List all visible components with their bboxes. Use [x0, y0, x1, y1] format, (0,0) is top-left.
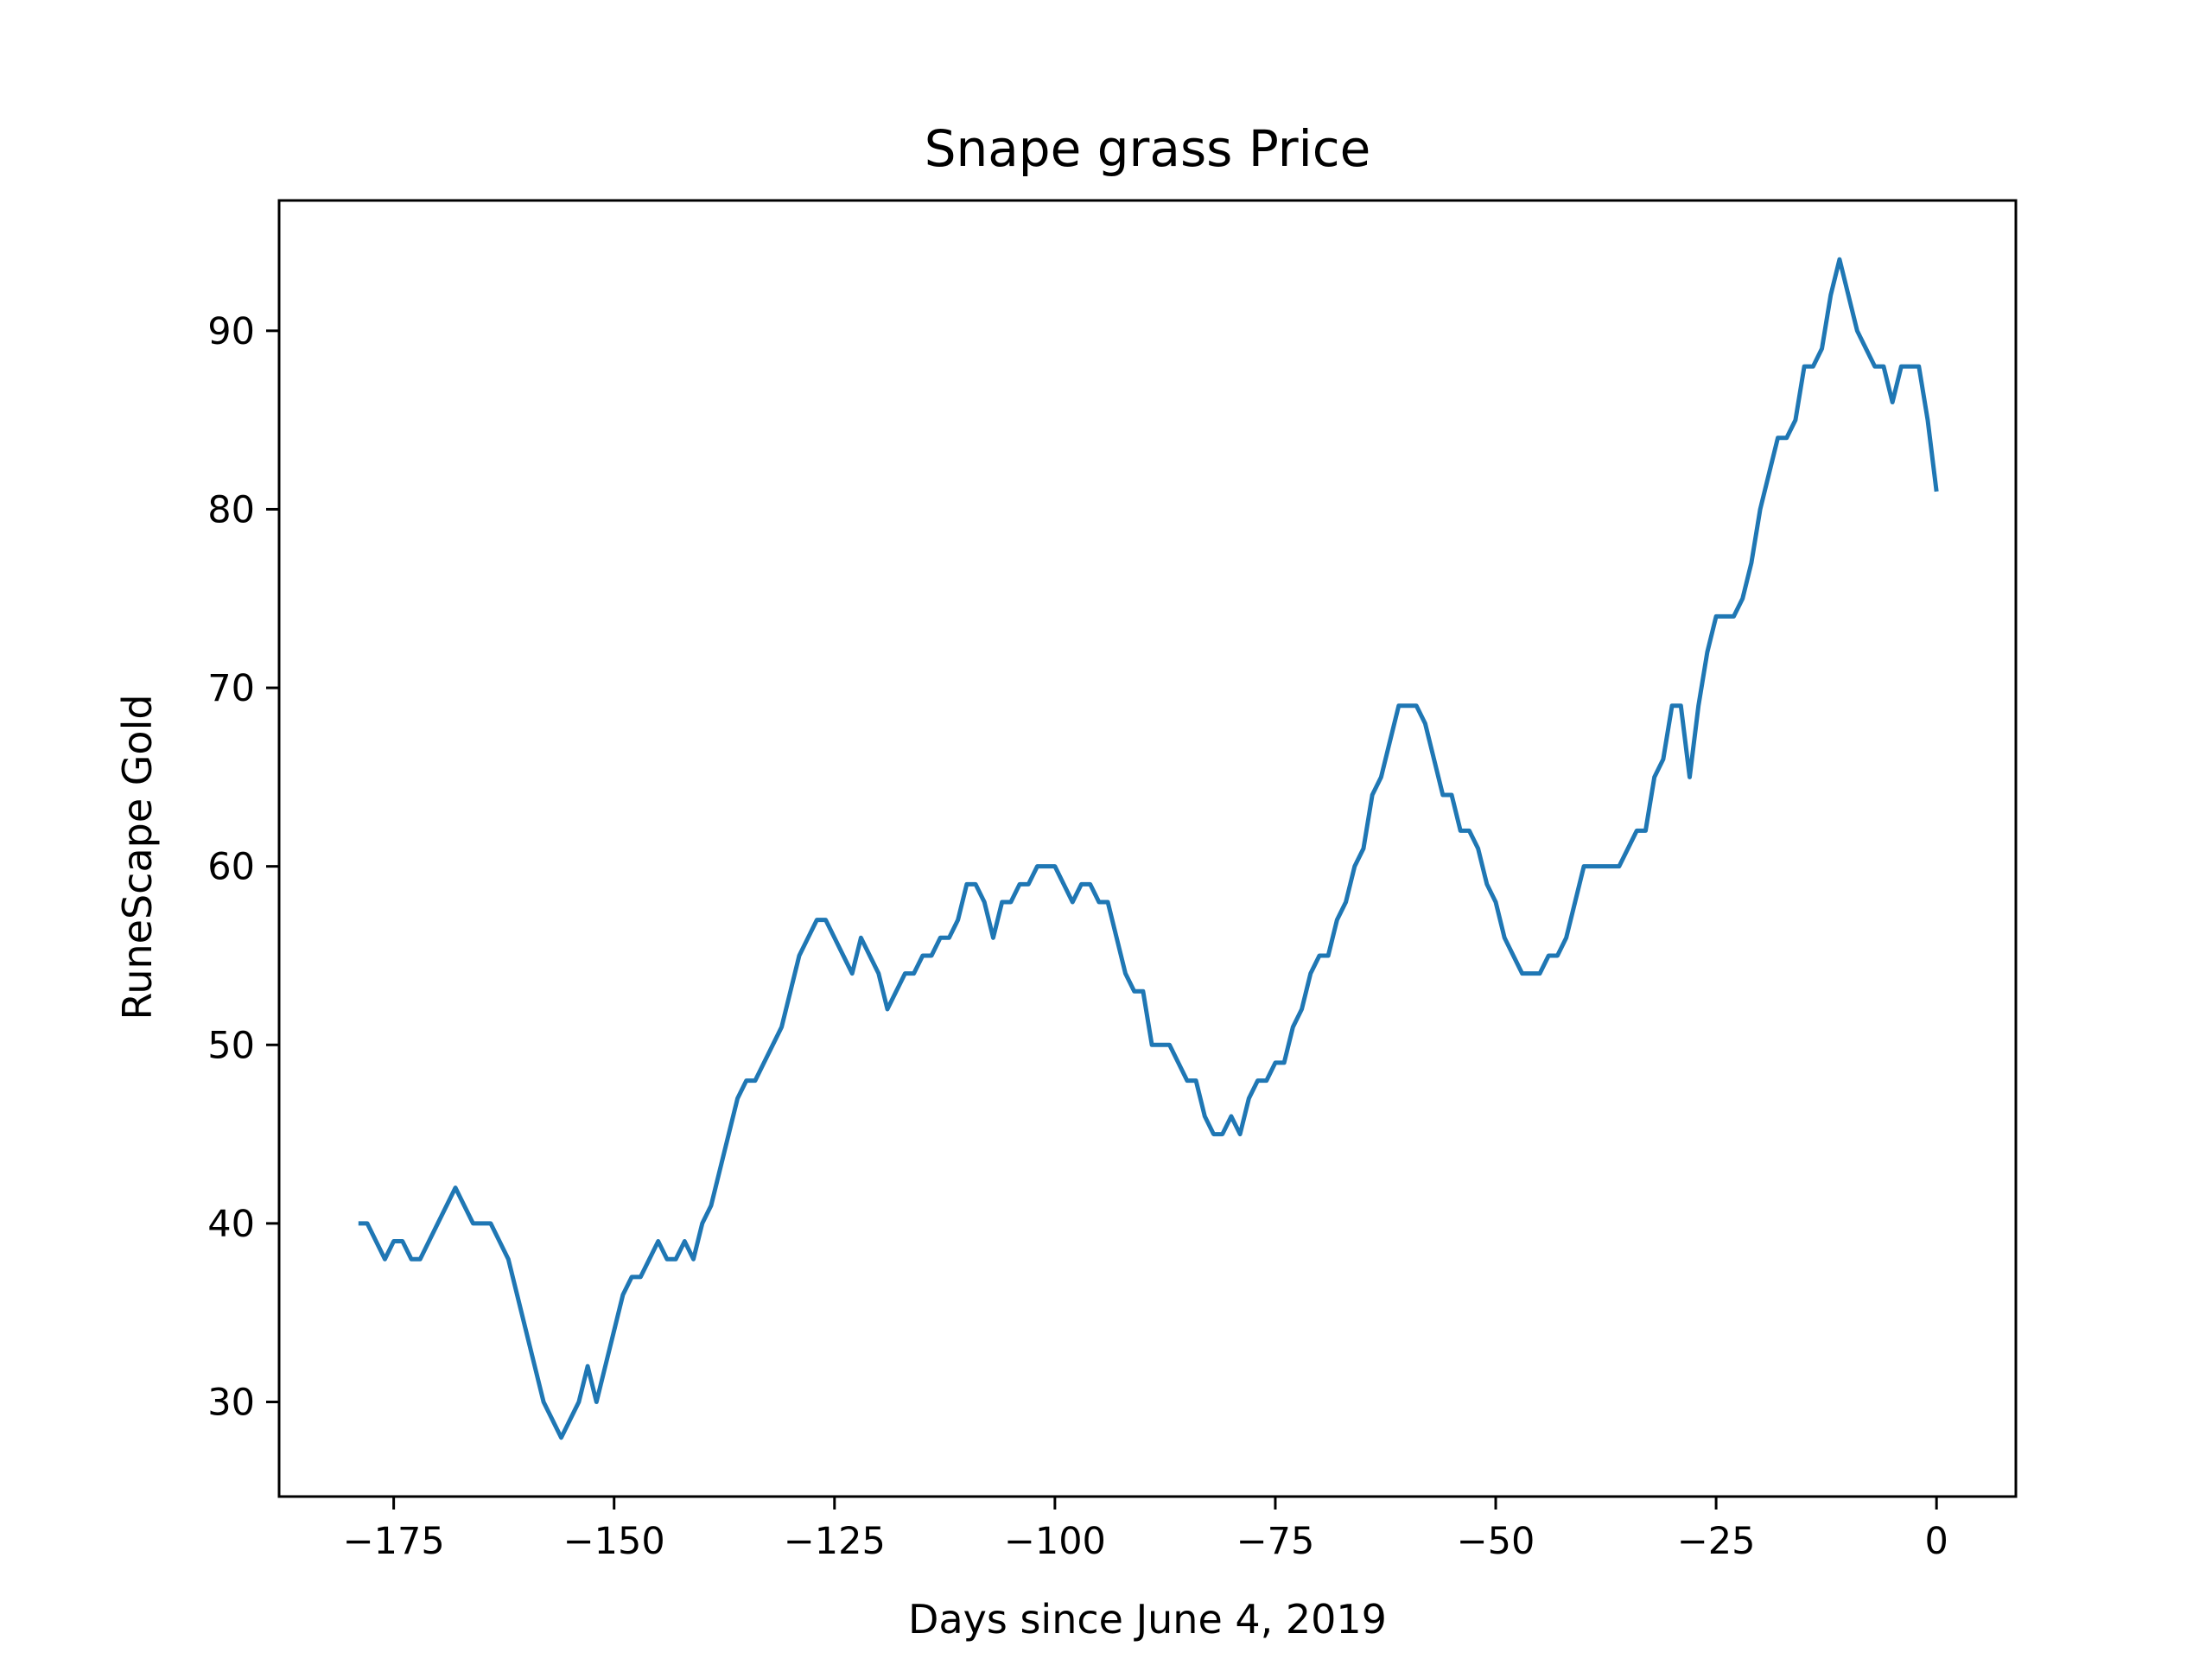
x-tick-label: −125 [784, 1520, 886, 1563]
y-tick-label: 60 [207, 846, 255, 889]
series-line-0 [358, 257, 1939, 1440]
y-tick-label: 90 [207, 310, 255, 353]
y-tick-label: 70 [207, 667, 255, 710]
x-tick-label: −175 [343, 1520, 445, 1563]
x-tick-label: −50 [1457, 1520, 1535, 1563]
y-axis-label: RuneScape Gold [114, 694, 161, 1020]
x-tick-label: 0 [1924, 1520, 1948, 1563]
y-tick-label: 80 [207, 488, 255, 531]
x-tick-label: −100 [1004, 1520, 1106, 1563]
x-axis-label: Days since June 4, 2019 [908, 1596, 1387, 1643]
plot-frame [277, 199, 2018, 1498]
x-axis-ticks: −175 −150 −125 −100 −75 −50 −25 0 [343, 1497, 1948, 1563]
y-axis-ticks: 30 40 50 60 70 80 90 [207, 310, 279, 1424]
plot-area [358, 257, 1939, 1440]
x-tick-label: −150 [563, 1520, 665, 1563]
y-tick-label: 30 [207, 1381, 255, 1424]
chart-title: Snape grass Price [925, 119, 1371, 178]
x-tick-label: −25 [1677, 1520, 1756, 1563]
x-tick-label: −75 [1236, 1520, 1315, 1563]
y-tick-label: 40 [207, 1203, 255, 1246]
y-tick-label: 50 [207, 1024, 255, 1067]
